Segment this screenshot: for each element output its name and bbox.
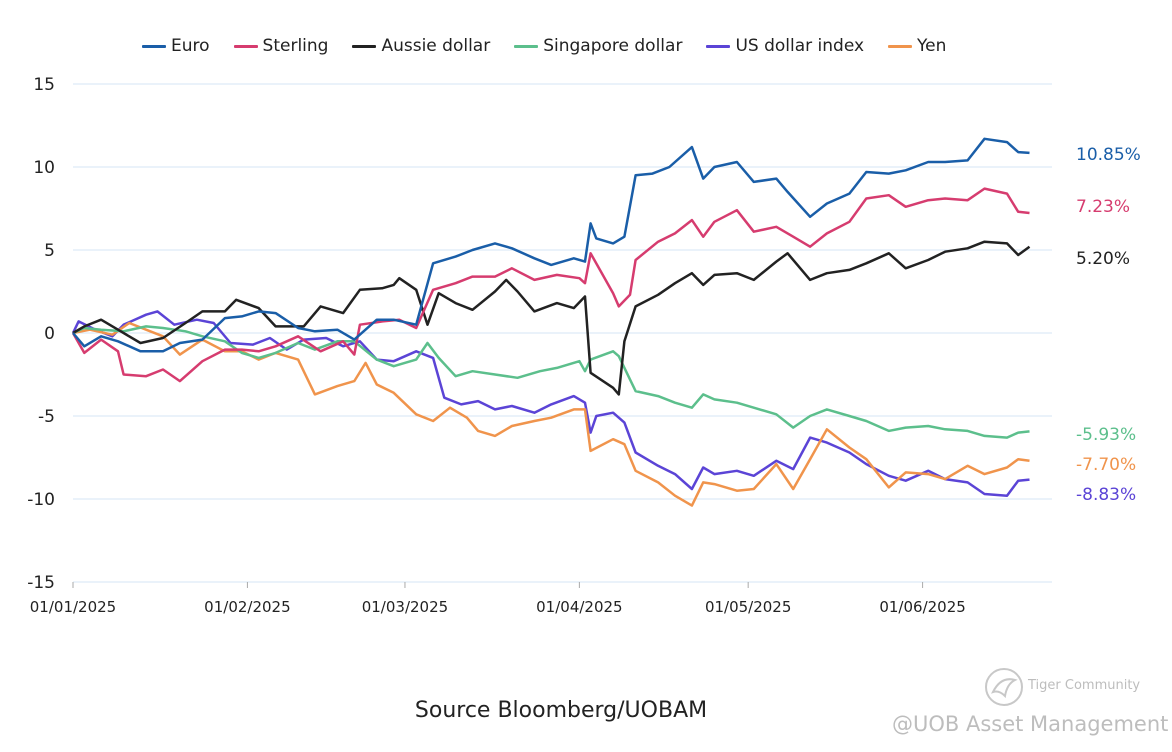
end-label: 5.20% (1076, 249, 1130, 269)
series-line-yen (72, 321, 1030, 507)
series-lines (71, 137, 1031, 507)
series-line-aussie-dollar (72, 240, 1031, 396)
x-tick-label: 01/02/2025 (204, 598, 290, 616)
legend-swatch (888, 44, 913, 48)
legend-label: Singapore dollar (543, 36, 683, 56)
source-note: Source Bloomberg/UOBAM (414, 698, 708, 723)
end-label: -8.83% (1076, 485, 1136, 505)
legend-swatch (233, 44, 258, 48)
legend-item: Euro (142, 36, 210, 56)
x-axis: 01/01/2025 01/02/2025 01/03/2025 01/04/2025… (30, 582, 966, 616)
y-tick-label: 5 (44, 241, 55, 261)
legend-swatch (514, 44, 539, 48)
legend-label: Sterling (262, 36, 329, 56)
gridlines (73, 83, 1052, 583)
end-labels: 10.85% 7.23% 5.20% -5.93% -8.83% -7.70% (1076, 145, 1141, 505)
legend-item: US dollar index (706, 36, 864, 56)
end-label: -7.70% (1076, 455, 1136, 475)
legend-label: Yen (917, 36, 947, 56)
watermark-tiger: Tiger Community (1028, 678, 1141, 693)
x-tick-label: 01/01/2025 (30, 598, 116, 616)
y-tick-label: -5 (38, 407, 55, 427)
series-line-us-dollar-index (71, 310, 1030, 497)
legend-item: Singapore dollar (514, 36, 682, 56)
legend-item: Aussie dollar (352, 36, 490, 56)
y-tick-label: -10 (27, 490, 55, 510)
y-axis: 15 10 5 0 -5 -10 -15 (27, 75, 55, 593)
legend-label: US dollar index (735, 36, 865, 56)
x-tick-label: 01/03/2025 (362, 598, 448, 616)
y-tick-label: 10 (33, 158, 55, 178)
legend-swatch (352, 44, 377, 48)
tiger-logo-icon (985, 668, 1023, 706)
watermark-uob: @UOB Asset Management (892, 712, 1169, 736)
y-tick-label: -15 (27, 573, 55, 593)
end-label: -5.93% (1076, 425, 1136, 445)
legend-swatch (706, 44, 731, 48)
series-line-euro (72, 137, 1030, 353)
legend-item: Yen (888, 36, 946, 56)
x-tick-label: 01/06/2025 (879, 598, 965, 616)
x-tick-label: 01/05/2025 (705, 598, 791, 616)
end-label: 7.23% (1076, 197, 1130, 217)
y-tick-label: 15 (33, 75, 55, 95)
legend-item: Sterling (233, 36, 329, 56)
legend: Euro Sterling Aussie dollar Singapore dolla… (142, 36, 970, 56)
legend-label: Aussie dollar (381, 36, 491, 56)
legend-swatch (142, 44, 166, 48)
legend-label: Euro (171, 36, 210, 56)
series-line-singapore-dollar (72, 325, 1030, 439)
y-tick-label: 0 (44, 324, 55, 344)
x-tick-label: 01/04/2025 (536, 598, 622, 616)
end-label: 10.85% (1076, 145, 1141, 165)
series-line-sterling (71, 187, 1030, 383)
